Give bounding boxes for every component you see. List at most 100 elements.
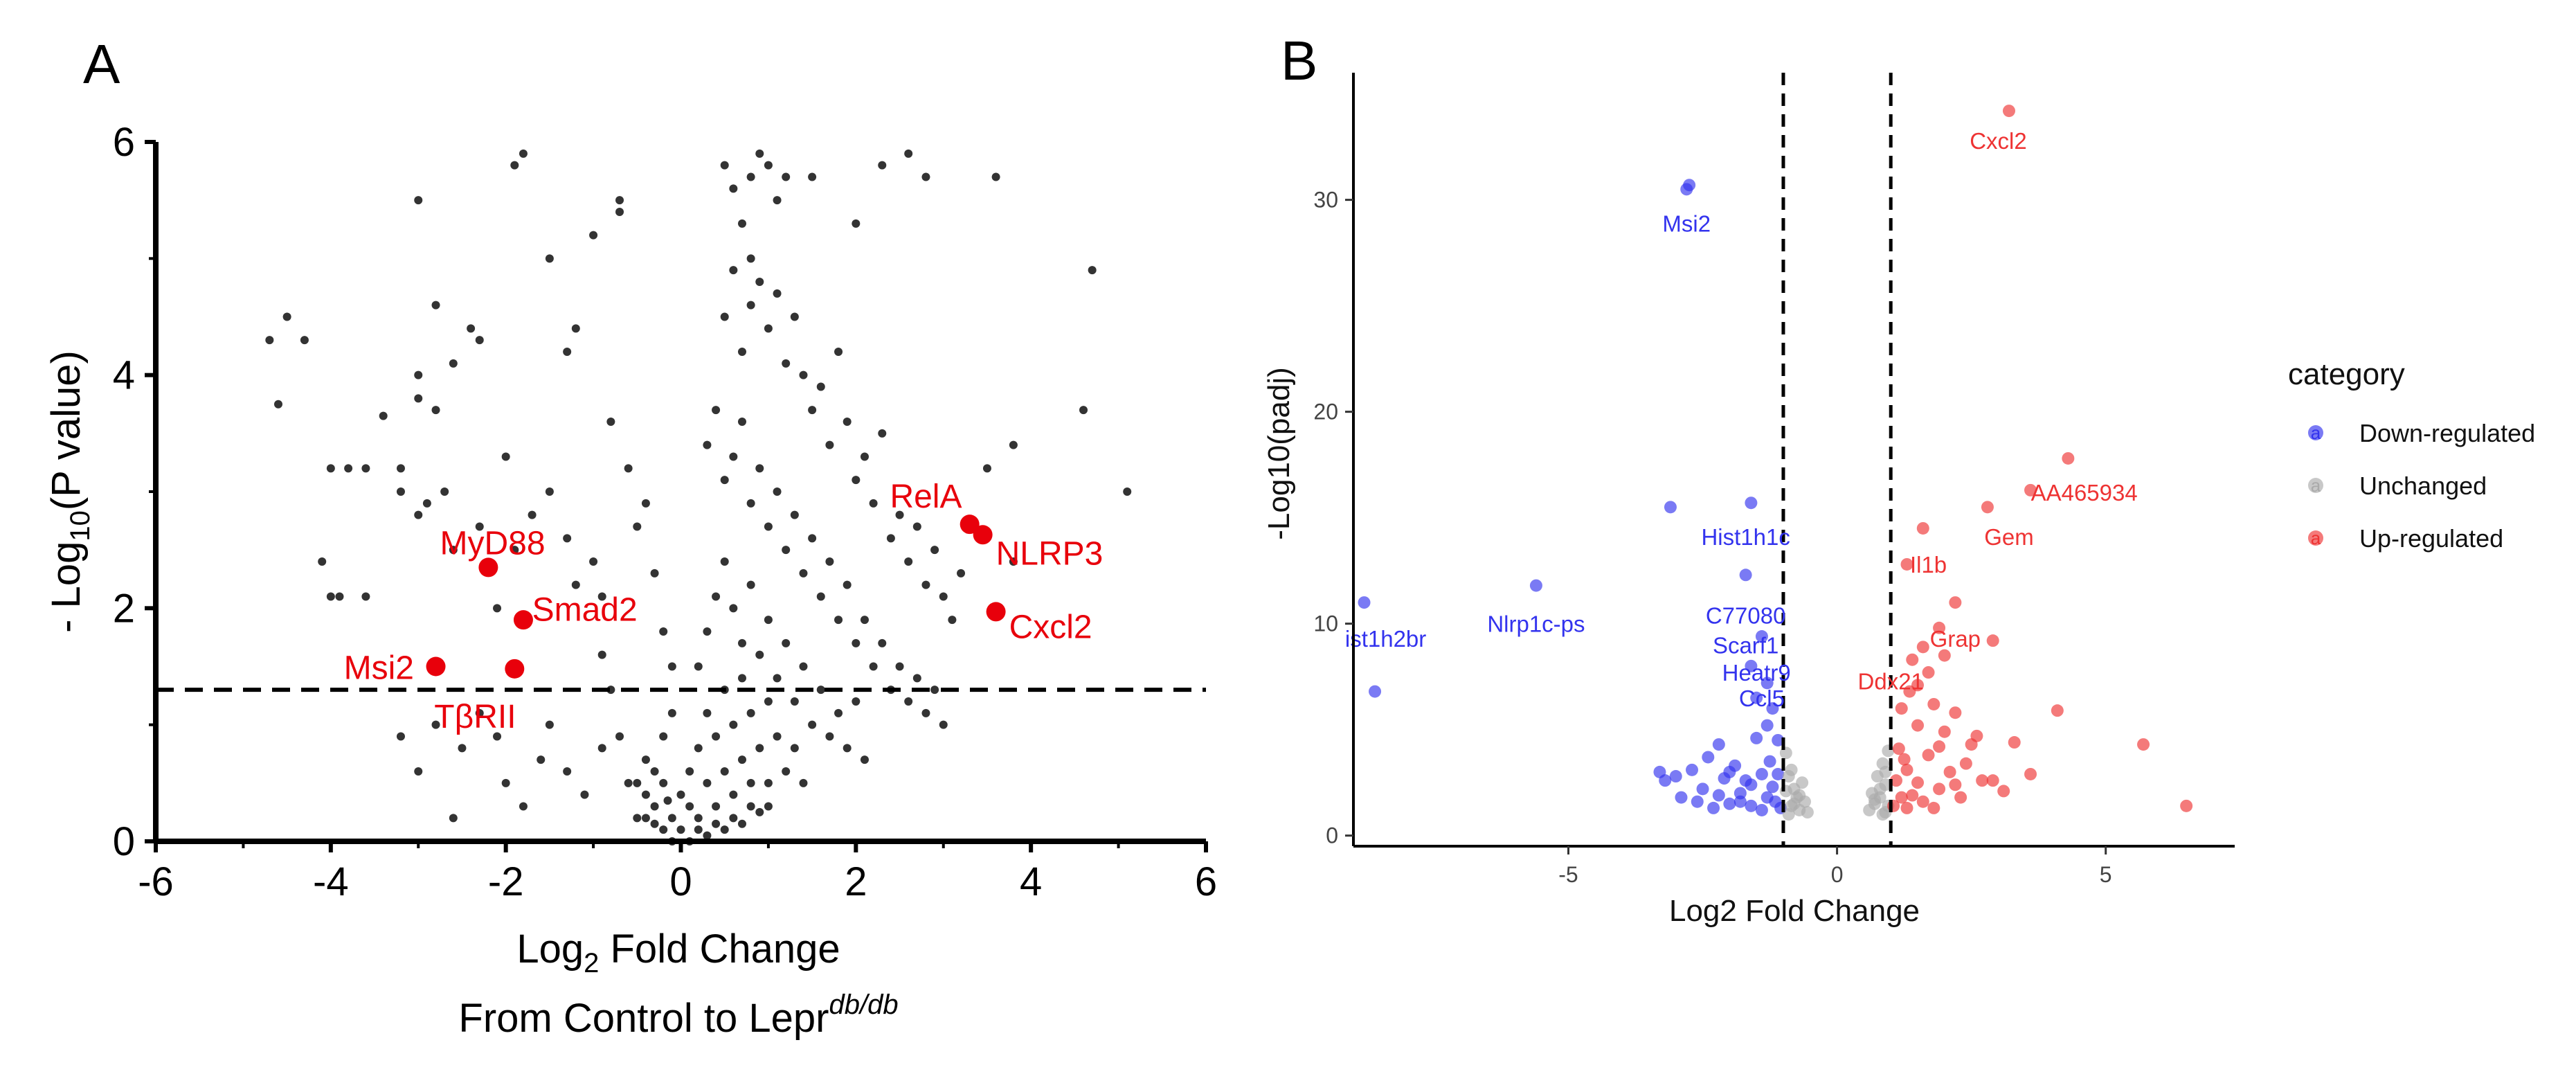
gene-label: Hist1h1c	[1701, 524, 1790, 550]
data-point	[449, 814, 458, 823]
data-point-up-regulated	[1949, 778, 1962, 791]
data-point-down-regulated	[1750, 731, 1763, 744]
data-point-up-regulated	[1959, 757, 1972, 770]
data-point	[746, 778, 755, 787]
data-point	[737, 348, 746, 356]
data-point-up-regulated	[1954, 791, 1967, 804]
data-point	[615, 732, 624, 741]
data-point	[475, 336, 484, 345]
data-point-down-regulated	[1766, 702, 1779, 715]
highlight-point-rela	[960, 514, 980, 535]
data-point-up-regulated	[1906, 653, 1919, 666]
data-point	[982, 464, 991, 473]
data-point	[790, 510, 799, 519]
data-point	[396, 464, 405, 473]
data-point	[869, 662, 878, 671]
data-point-up-regulated	[1927, 697, 1940, 710]
legend-swatch	[2308, 478, 2323, 493]
points-b	[1358, 105, 2193, 821]
panel-b-letter: B	[1281, 30, 1317, 91]
highlight-label: Msi2	[344, 650, 414, 687]
data-point	[834, 616, 843, 625]
data-point	[930, 686, 939, 695]
data-point	[912, 674, 921, 683]
data-point	[379, 411, 388, 420]
data-point	[659, 627, 668, 636]
gene-label: Grap	[1930, 626, 1981, 652]
x-tick-label: 5	[2100, 862, 2112, 887]
data-point-down-regulated	[1760, 677, 1774, 690]
data-point	[361, 464, 370, 473]
data-point-up-regulated	[1898, 753, 1911, 766]
data-point	[571, 324, 580, 333]
data-point-up-regulated	[1943, 765, 1956, 778]
data-point	[790, 697, 799, 706]
legend-label: Down-regulated	[2359, 419, 2535, 447]
data-point	[589, 557, 598, 566]
data-point	[921, 172, 930, 181]
data-point-down-regulated	[1358, 596, 1371, 609]
data-point-up-regulated	[1933, 621, 1946, 634]
x-axis-label-a-line2: From Control to Leprdb/db	[458, 990, 898, 1041]
data-point	[580, 790, 589, 799]
data-point	[729, 814, 738, 823]
data-point-up-regulated	[1911, 776, 1925, 789]
data-point	[904, 557, 913, 566]
data-point	[825, 732, 834, 741]
data-point	[1009, 557, 1018, 566]
y-tick-label: 6	[113, 120, 135, 165]
data-point-down-regulated	[1696, 782, 1709, 796]
highlight-label: RelA	[890, 478, 962, 515]
legend-swatch	[2308, 425, 2323, 440]
data-point-down-regulated	[1691, 795, 1704, 808]
data-point	[1009, 440, 1018, 449]
gene-label: C77080	[1706, 602, 1786, 628]
data-point	[746, 708, 755, 717]
data-point-up-regulated	[1933, 782, 1946, 796]
data-point	[764, 161, 773, 170]
gene-label: Nlrp1c-ps	[1487, 611, 1585, 637]
gene-label: Ddx21	[1858, 668, 1924, 694]
highlight-label: NLRP3	[996, 536, 1104, 573]
data-point	[895, 510, 904, 519]
data-point	[852, 697, 861, 706]
data-point	[825, 557, 834, 566]
data-point	[764, 522, 773, 531]
highlight-points-a: MyD88 Smad2 Msi2 TβRII RelA NLRP3 Cxcl2	[344, 478, 1104, 735]
data-point-up-regulated	[2062, 451, 2075, 465]
data-point	[773, 289, 782, 298]
legend-glyph: a	[2311, 475, 2321, 496]
data-point-up-regulated	[1903, 685, 1916, 698]
data-point	[921, 580, 930, 589]
data-point	[624, 464, 633, 473]
highlight-label: Cxcl2	[1009, 609, 1092, 646]
data-point	[930, 546, 939, 555]
data-point	[808, 534, 817, 543]
data-point	[939, 592, 948, 601]
data-point-up-regulated	[2024, 483, 2037, 496]
data-point-up-regulated	[1889, 774, 1902, 787]
y-tick-label: 0	[1326, 823, 1338, 848]
y-axis-label-a: - Log10(P value)	[44, 350, 96, 633]
data-point	[852, 638, 861, 647]
data-point-down-regulated	[1707, 801, 1720, 814]
data-point	[948, 616, 957, 625]
data-point	[396, 732, 405, 741]
data-point	[641, 499, 650, 508]
data-point-up-regulated	[1997, 785, 2010, 798]
data-point	[852, 219, 861, 228]
data-point	[694, 662, 703, 671]
data-point	[878, 638, 887, 647]
data-point-down-regulated	[1683, 179, 1696, 192]
highlight-point-tβrii	[505, 659, 525, 679]
gene-label: Il1b	[1910, 552, 1947, 578]
data-point-down-regulated	[1766, 780, 1779, 794]
data-point	[563, 348, 572, 356]
data-point-up-regulated	[2024, 767, 2037, 780]
highlight-label: Smad2	[532, 591, 638, 628]
data-point	[282, 312, 291, 321]
data-point	[904, 149, 913, 158]
data-point-up-regulated	[1900, 557, 1913, 571]
data-point-unchanged	[1782, 808, 1795, 821]
data-point-up-regulated	[1911, 719, 1925, 732]
